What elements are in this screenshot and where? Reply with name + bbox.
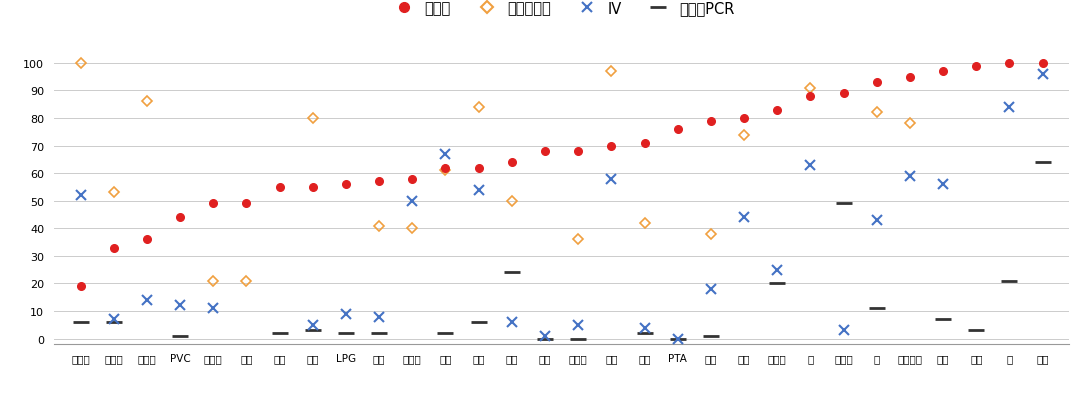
Legend: 收盘价, 期权成交量, IV, 成交量PCR: 收盘价, 期权成交量, IV, 成交量PCR — [383, 0, 740, 22]
